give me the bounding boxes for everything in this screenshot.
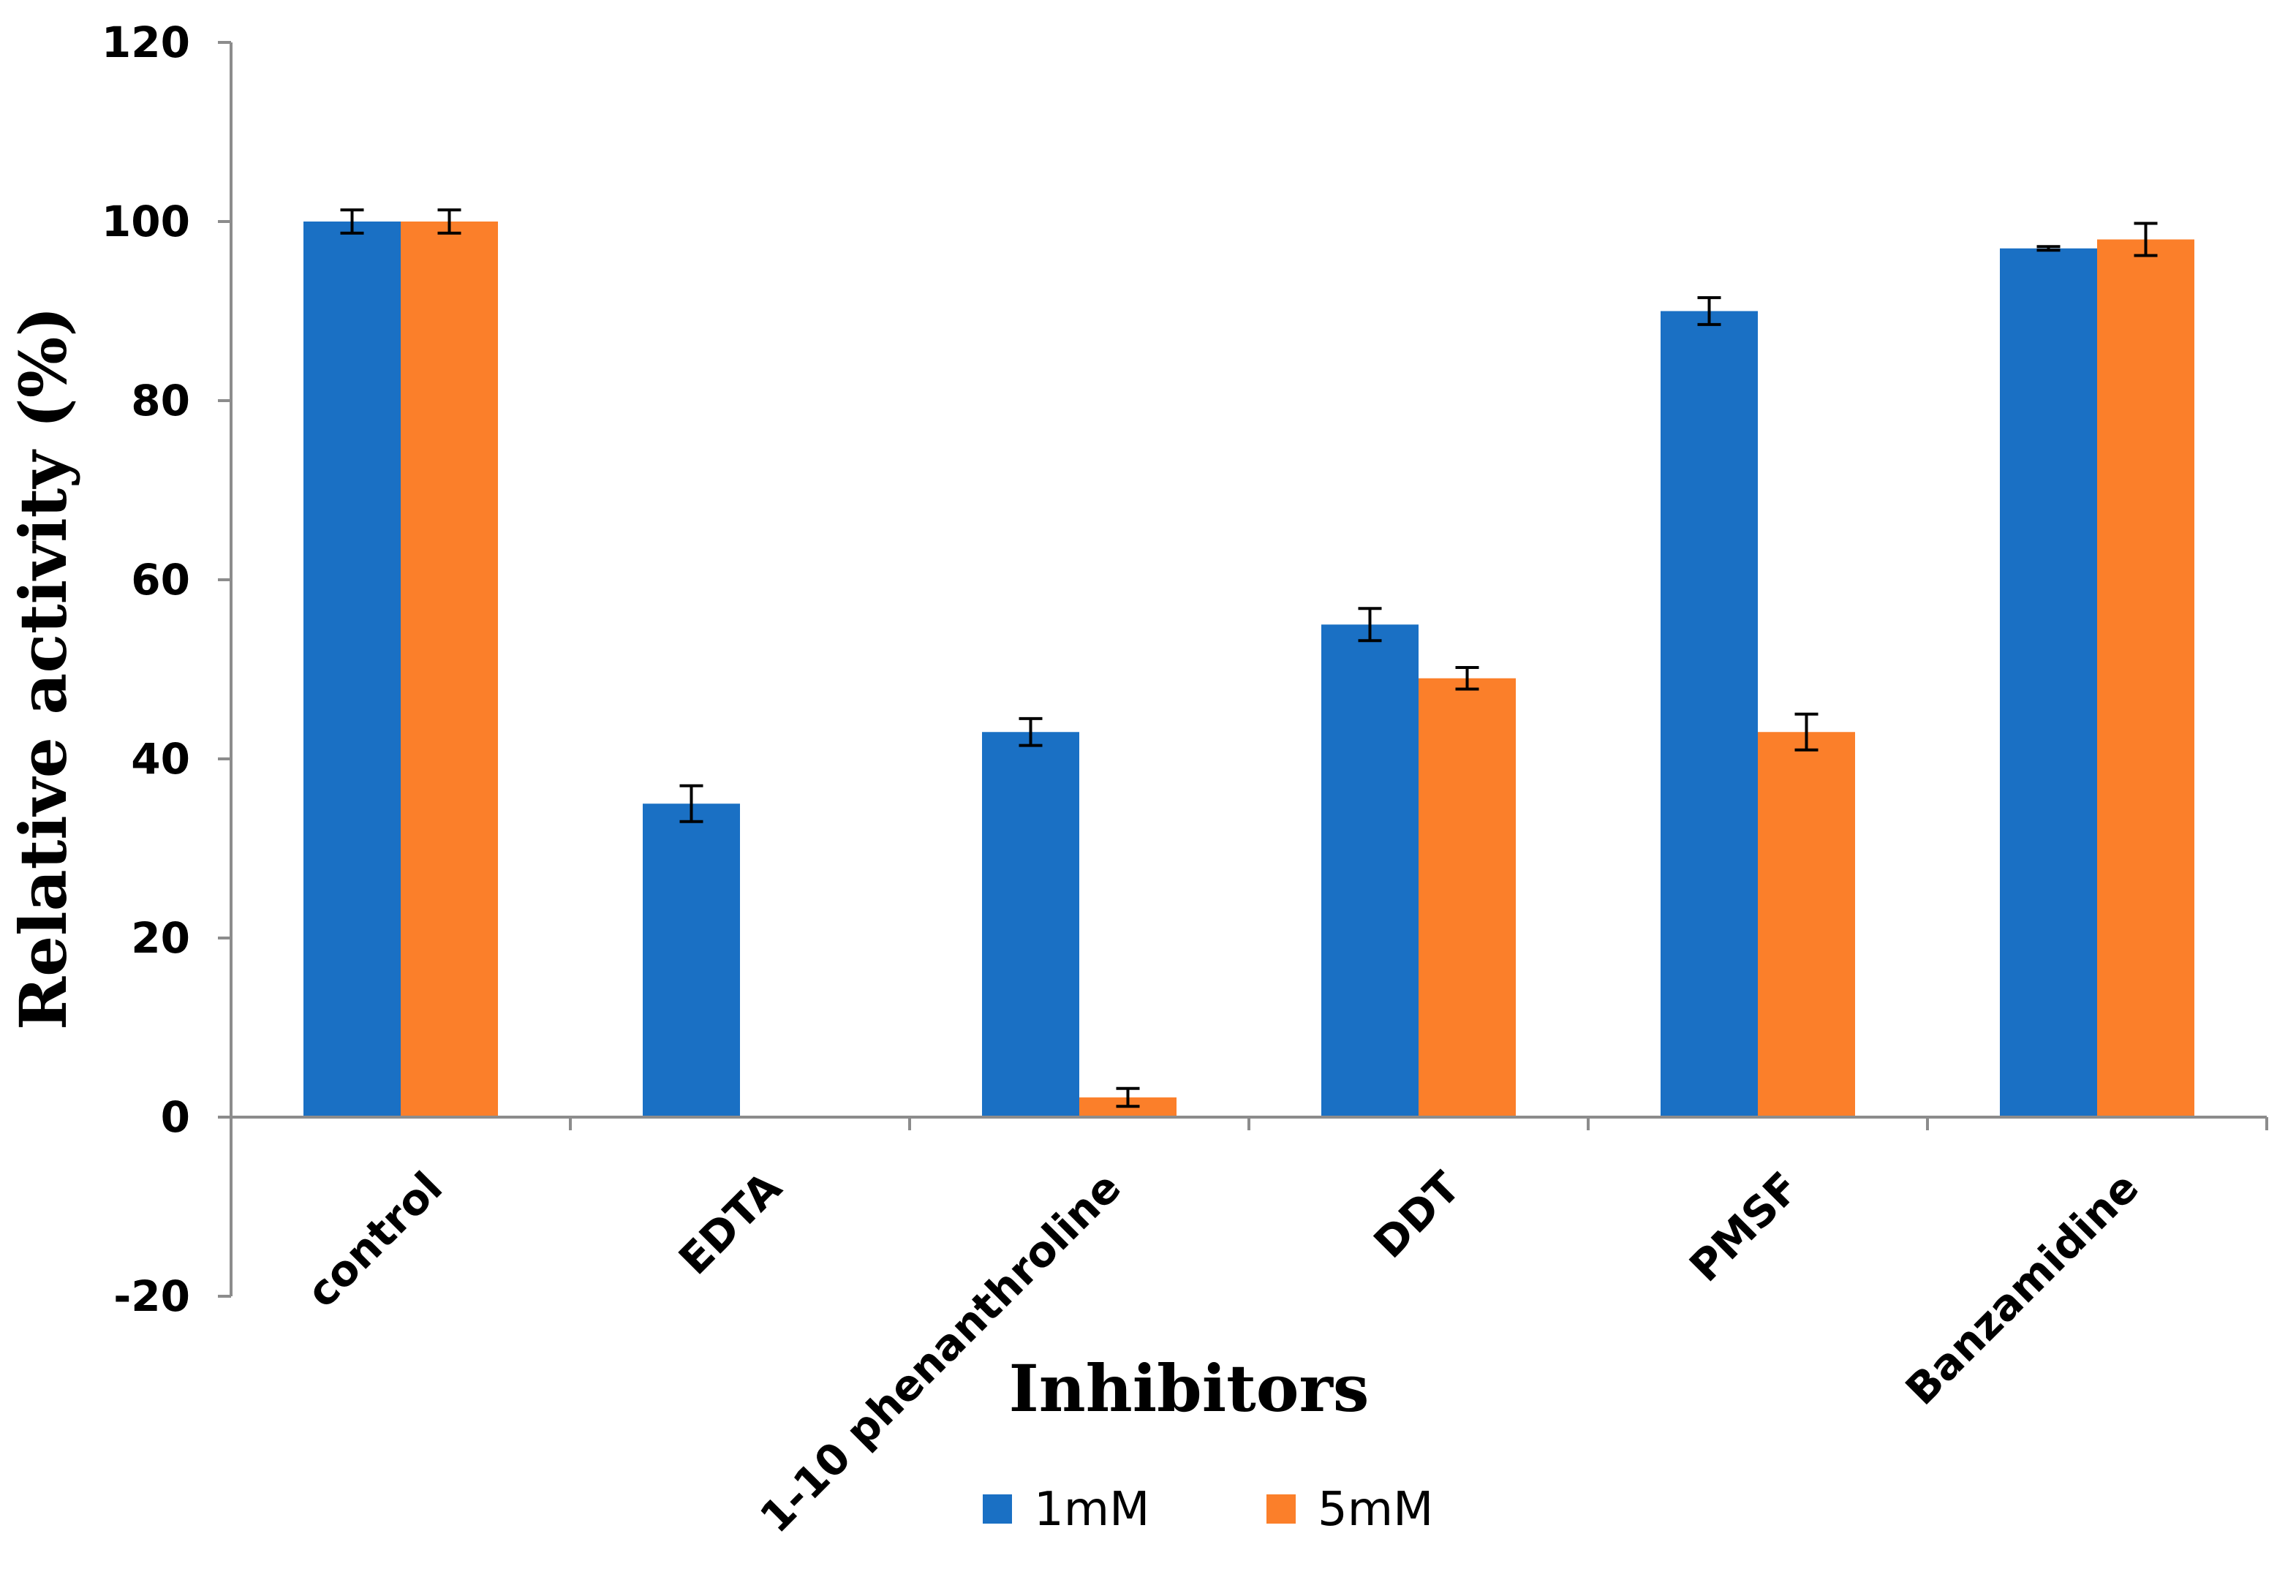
legend-swatch [1266, 1494, 1296, 1524]
bar-1mM-Banzamidine [2000, 248, 2097, 1117]
bar-1mM-1-10-phenanthroline [982, 732, 1079, 1117]
bar-5mM-control [401, 222, 498, 1117]
bar-1mM-DDT [1321, 624, 1419, 1117]
error-bar [1358, 607, 1382, 643]
y-tick-label: 0 [161, 1092, 190, 1142]
x-tick-label: DDT [1364, 1162, 1470, 1268]
x-tick-label: control [297, 1162, 452, 1317]
legend-label: 1mM [1034, 1483, 1149, 1537]
x-tick-label: PMSF [1680, 1162, 1809, 1292]
bars [303, 222, 2194, 1117]
y-tick-label: -20 [113, 1271, 190, 1321]
error-bar [1019, 716, 1043, 747]
x-axis-ticks [230, 1117, 2268, 1130]
error-bar [437, 208, 461, 235]
x-tick-label: Banzamidine [1896, 1162, 2148, 1415]
bar-5mM-DDT [1419, 678, 1516, 1117]
legend-swatch [983, 1494, 1012, 1524]
error-bar [1116, 1086, 1140, 1108]
y-tick-label: 60 [131, 555, 190, 605]
bar-5mM-Banzamidine [2097, 239, 2194, 1117]
plot-area: -20 0 20 40 60 80 100 120 [102, 18, 2268, 1321]
y-tick-label: 120 [102, 18, 190, 67]
y-axis-ticks: -20 0 20 40 60 80 100 120 [102, 18, 231, 1321]
error-bars [340, 208, 2158, 1119]
bar-1mM-control [303, 222, 401, 1117]
legend-item: 5mM [1266, 1483, 1433, 1537]
error-bar [1455, 666, 1479, 691]
legend-item: 1mM [983, 1483, 1149, 1537]
legend-label: 5mM [1318, 1483, 1433, 1537]
x-axis-title: Inhibitors [1009, 1350, 1370, 1426]
x-tick-label: EDTA [669, 1162, 791, 1285]
bar-5mM-PMSF [1758, 732, 1855, 1117]
error-bar [2036, 245, 2061, 252]
bar-1mM-PMSF [1661, 311, 1758, 1117]
error-bar [1697, 296, 1721, 326]
legend: 1mM 5mM [983, 1483, 1433, 1537]
bar-1mM-EDTA [643, 803, 740, 1117]
y-tick-label: 100 [102, 197, 190, 246]
error-bar [340, 208, 364, 235]
error-bar [679, 784, 703, 823]
y-tick-label: 20 [131, 913, 190, 963]
error-bar [1794, 712, 1819, 752]
y-tick-label: 40 [131, 734, 190, 784]
error-bar [2134, 222, 2158, 257]
y-tick-label: 80 [131, 376, 190, 426]
y-axis-title: Relative activity (%) [5, 306, 81, 1030]
